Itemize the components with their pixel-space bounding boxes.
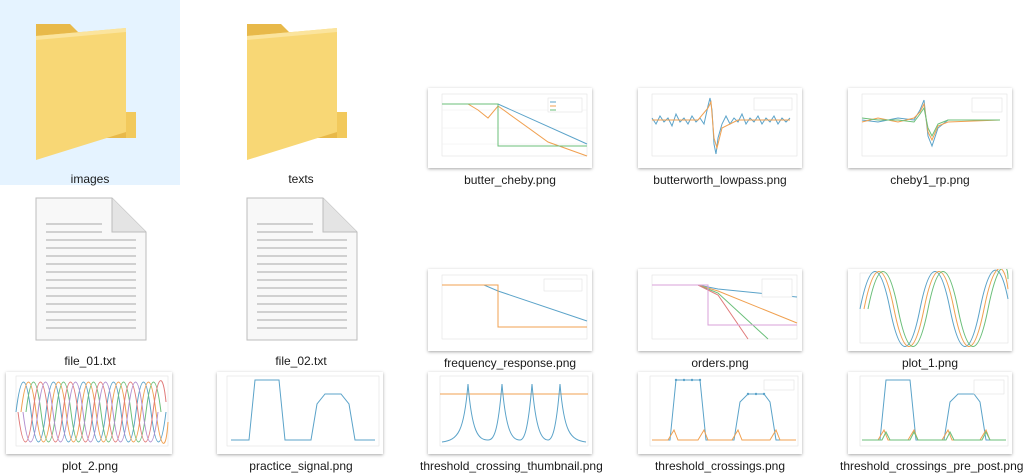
- file-threshold-crossing-thumbnail[interactable]: threshold_crossing_thumbnail.png: [420, 368, 603, 475]
- file-practice-signal[interactable]: practice_signal.png: [211, 368, 391, 475]
- image-thumbnail: [638, 269, 802, 351]
- file-file-02[interactable]: file_02.txt: [211, 190, 391, 368]
- file-file-01[interactable]: file_01.txt: [0, 190, 180, 368]
- file-frequency-response[interactable]: frequency_response.png: [420, 263, 600, 370]
- file-plot-2[interactable]: plot_2.png: [0, 368, 180, 475]
- image-thumbnail: [848, 88, 1012, 168]
- text-file-icon: [243, 194, 361, 344]
- image-thumbnail: [428, 372, 592, 454]
- image-thumbnail: [848, 269, 1012, 351]
- item-label: texts: [288, 172, 314, 186]
- file-orders[interactable]: orders.png: [630, 263, 810, 370]
- item-label: threshold_crossings.png: [654, 459, 786, 473]
- file-threshold-crossings[interactable]: threshold_crossings.png: [630, 368, 810, 475]
- image-thumbnail: [217, 372, 383, 454]
- image-thumbnail: [428, 269, 592, 351]
- item-label: threshold_crossings_pre_post.png: [840, 459, 1024, 473]
- folder-texts[interactable]: texts: [211, 0, 391, 186]
- item-label: butterworth_lowpass.png: [653, 173, 787, 187]
- image-thumbnail: [638, 372, 802, 454]
- item-label: threshold_crossing_thumbnail.png: [420, 459, 603, 473]
- text-file-icon: [32, 194, 150, 344]
- item-label: file_02.txt: [275, 354, 327, 368]
- image-thumbnail: [6, 372, 172, 454]
- folder-images[interactable]: images: [0, 0, 180, 186]
- item-label: practice_signal.png: [249, 459, 353, 473]
- image-thumbnail: [638, 88, 802, 168]
- file-threshold-crossings-pre-post[interactable]: threshold_crossings_pre_post.png: [840, 368, 1024, 475]
- item-label: cheby1_rp.png: [890, 173, 970, 187]
- item-label: frequency_response.png: [443, 356, 577, 370]
- item-label: file_01.txt: [64, 354, 116, 368]
- file-cheby1-rp[interactable]: cheby1_rp.png: [840, 80, 1020, 187]
- file-butterworth-lowpass[interactable]: butterworth_lowpass.png: [630, 80, 810, 187]
- folder-icon: [241, 14, 361, 164]
- folder-icon: [30, 14, 150, 164]
- file-butter-cheby[interactable]: butter_cheby.png: [420, 80, 600, 187]
- item-label: orders.png: [691, 356, 749, 370]
- image-thumbnail: [428, 88, 592, 168]
- item-label: plot_2.png: [61, 459, 119, 473]
- item-label: butter_cheby.png: [464, 173, 556, 187]
- item-label: plot_1.png: [901, 356, 959, 370]
- item-label: images: [70, 172, 110, 186]
- image-thumbnail: [848, 372, 1012, 454]
- file-plot-1[interactable]: plot_1.png: [840, 263, 1020, 370]
